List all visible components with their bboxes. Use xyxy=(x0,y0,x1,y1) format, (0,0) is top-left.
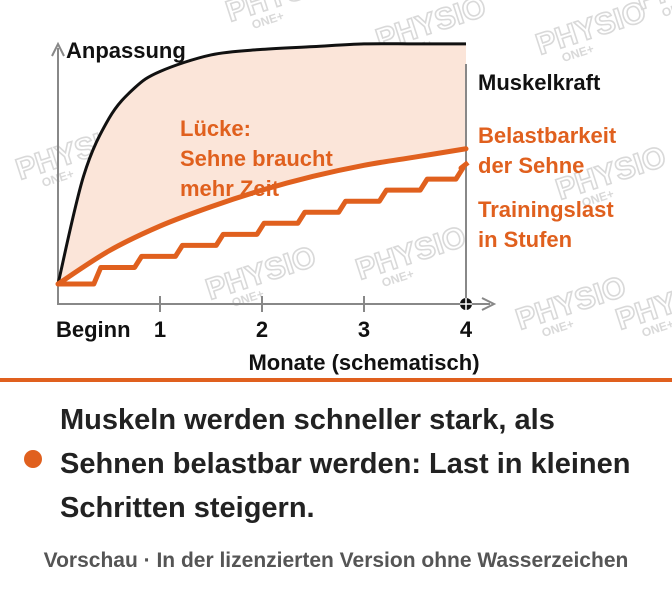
key-message: Muskeln werden schneller stark, als Sehn… xyxy=(60,404,631,524)
chart: PHYSIOONE+PHYSIOONE+PHYSIOONE+PHYSIOONE+… xyxy=(11,0,672,375)
y-axis-arrow xyxy=(51,41,65,57)
series-label-muscle: Muskelkraft xyxy=(478,70,601,95)
x-axis-arrow xyxy=(481,297,497,311)
x-tick-label: Beginn xyxy=(56,317,131,342)
x-axis-label: Monate (schematisch) xyxy=(248,350,479,375)
tendon-capacity-line xyxy=(55,146,469,287)
x-tick-label: 1 xyxy=(154,317,166,342)
muscle-strength-line xyxy=(56,42,466,285)
x-ticks: Beginn 1 2 3 4 xyxy=(56,296,473,342)
preview-notice: Vorschau · In der lizenzierten Version o… xyxy=(43,549,629,572)
x-tick-label: 2 xyxy=(256,317,268,342)
gap-annotation: Lücke: Sehne braucht mehr Zeit xyxy=(180,116,333,201)
x-tick-label: 3 xyxy=(358,317,370,342)
series-label-training-load: Trainingslast in Stufen xyxy=(478,197,614,252)
bullet-dot xyxy=(24,450,42,468)
separator-line xyxy=(0,378,672,382)
svg-text:ONE+: ONE+ xyxy=(660,0,672,20)
x-tick-label: 4 xyxy=(460,317,473,342)
series-label-tendon: Belastbarkeit der Sehne xyxy=(478,123,617,178)
y-axis-label: Anpassung xyxy=(66,38,186,63)
training-load-step-line xyxy=(58,160,470,287)
